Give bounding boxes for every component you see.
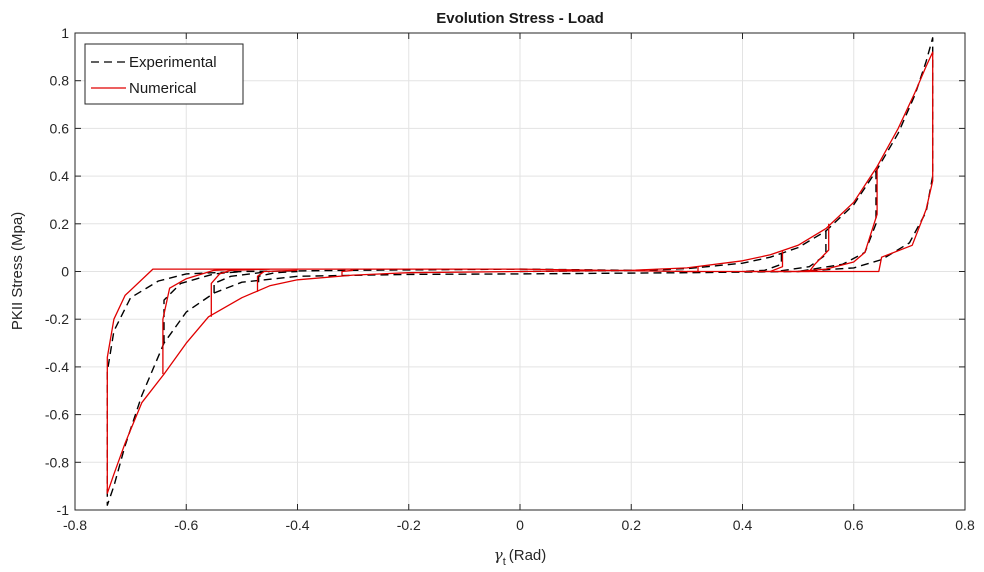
y-tick-label: 0.4 bbox=[50, 168, 70, 184]
x-tick-label: -0.8 bbox=[63, 517, 87, 533]
y-tick-label: 0.6 bbox=[50, 120, 70, 136]
series-numerical-curve-3 bbox=[742, 251, 784, 273]
series-numerical-curve-5 bbox=[162, 268, 242, 375]
x-tick-label: 0.2 bbox=[622, 517, 642, 533]
series-numerical-curve-8 bbox=[341, 269, 354, 276]
x-tick-label: -0.2 bbox=[397, 517, 421, 533]
x-tick-label: 0.6 bbox=[844, 517, 864, 533]
x-axis-label-unit: (Rad) bbox=[509, 547, 547, 564]
legend: Experimental Numerical bbox=[84, 43, 244, 105]
y-tick-label: -1 bbox=[57, 502, 70, 518]
series-numerical-curve-1 bbox=[798, 166, 878, 273]
y-tick-label: 0.8 bbox=[50, 73, 70, 89]
y-tick-label: -0.6 bbox=[45, 407, 69, 423]
chart-title: Evolution Stress - Load bbox=[436, 10, 604, 27]
y-tick-label: -0.8 bbox=[45, 454, 69, 470]
x-tick-label: -0.4 bbox=[285, 517, 309, 533]
series-numerical-curve-7 bbox=[256, 269, 298, 292]
y-tick-label: 1 bbox=[61, 25, 69, 41]
y-axis-label: PKII Stress (Mpa) bbox=[9, 212, 26, 330]
x-axis-label-subscript: t bbox=[503, 556, 506, 568]
series-experimental-curve-6 bbox=[257, 270, 298, 283]
series-numerical bbox=[106, 51, 934, 494]
series-numerical-curve-6 bbox=[210, 268, 270, 317]
x-axis-label: γt (Rad) bbox=[494, 546, 547, 568]
y-tick-label: 0.2 bbox=[50, 216, 70, 232]
x-tick-label: 0.8 bbox=[955, 517, 975, 533]
series-layer bbox=[106, 37, 934, 506]
y-tick-label: -0.2 bbox=[45, 311, 69, 327]
x-tick-label: -0.6 bbox=[174, 517, 198, 533]
x-tick-label: 0.4 bbox=[733, 517, 753, 533]
legend-label-numerical: Numerical bbox=[129, 80, 197, 97]
axis-ticks: -0.8 -0.6 -0.4 -0.2 0 0.2 0.4 0.6 0.8-1-0.8-0.6-… bbox=[45, 25, 975, 533]
y-tick-label: -0.4 bbox=[45, 359, 69, 375]
series-numerical-curve-0 bbox=[106, 51, 934, 494]
series-experimental-curve-0 bbox=[106, 37, 934, 506]
series-numerical-curve-4 bbox=[686, 266, 699, 273]
series-numerical-curve-2 bbox=[775, 223, 830, 273]
legend-label-experimental: Experimental bbox=[129, 54, 217, 71]
legend-box bbox=[84, 43, 244, 105]
series-experimental-curve-5 bbox=[213, 270, 270, 293]
x-axis-label-symbol: γ bbox=[494, 546, 503, 564]
x-tick-label: 0 bbox=[516, 517, 524, 533]
y-tick-label: 0 bbox=[61, 264, 69, 280]
